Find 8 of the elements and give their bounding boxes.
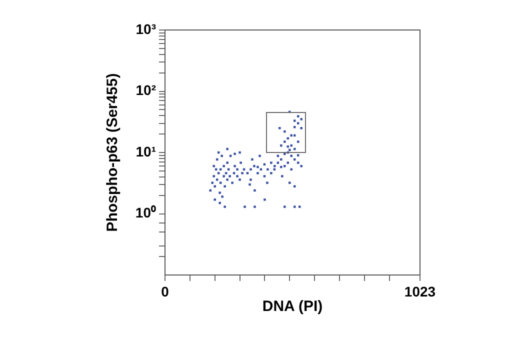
y-tick-label: 10¹ [136,143,156,160]
x-tick-label: 1023 [404,283,436,300]
y-tick-label: 10² [136,82,156,98]
y-axis-title: Phospho-p63 (Ser455) [104,73,122,232]
x-tick-label: 0 [161,283,170,300]
x-axis-title: DNA (PI) [262,298,323,316]
y-tick-label: 10³ [136,20,156,37]
y-tick-label: 10⁰ [135,204,156,221]
